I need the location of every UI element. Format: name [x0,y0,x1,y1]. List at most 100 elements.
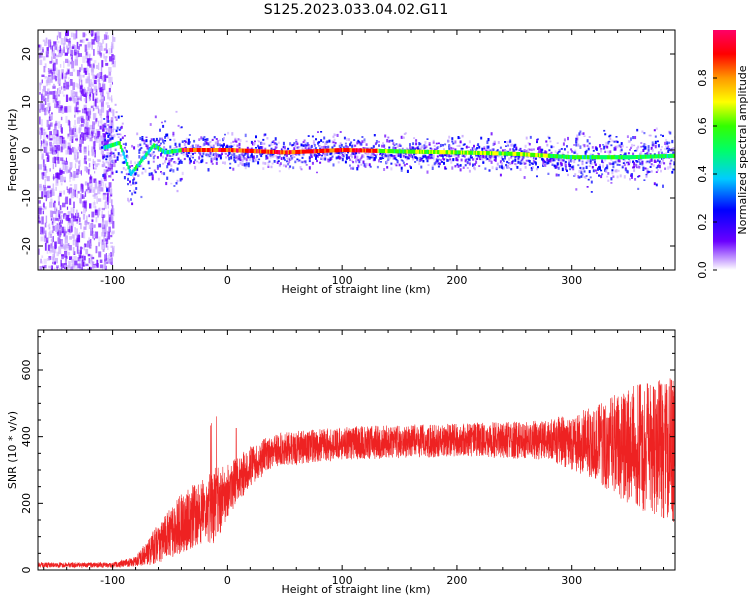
spectrogram-cell [62,137,65,140]
spectrogram-cell [107,105,110,108]
spectrogram-cell [344,148,347,153]
spectrogram-cell [53,217,56,224]
spectrogram-cell [276,161,279,164]
spectrogram-cell [68,260,71,268]
spectrogram-cell [587,159,590,163]
spectrogram-cell [152,151,155,154]
spectrogram-cell [88,88,92,94]
spectrogram-cell [296,142,299,146]
spectrogram-cell [97,44,99,50]
spectrogram-cell [102,136,105,142]
spectrogram-cell [165,157,168,161]
spectrogram-cell [567,173,569,177]
spectrogram-cell [150,138,153,141]
spectrogram-cell [99,52,103,58]
spectrogram-cell [98,143,101,147]
spectrogram-cell [339,131,342,133]
spectrogram-cell [564,154,567,159]
spectrogram-cell [308,149,311,154]
spectrogram-cell [587,146,590,148]
spectrogram-cell [81,211,83,214]
spectrogram-cell [465,145,468,149]
spectrogram-cell [68,218,71,223]
spectrogram-cell [67,49,69,55]
spectrogram-cell [345,137,348,141]
spectrogram-cell [238,148,241,153]
spectrogram-cell [616,140,619,144]
spectrogram-cell [216,154,219,158]
spectrogram-cell [409,143,411,147]
spectrogram-cell [43,235,47,242]
spectrogram-cell [598,155,601,160]
spectrogram-cell [667,166,670,170]
spectrogram-cell [159,137,161,141]
spectrogram-cell [539,153,542,158]
spectrogram-cell [319,161,322,164]
spectrogram-cell [45,215,48,224]
spectrogram-cell [159,147,162,152]
spectrogram-cell [339,148,342,153]
spectrogram-cell [199,148,202,152]
spectrogram-cell [332,135,335,138]
spectrogram-cell [586,186,589,188]
spectrogram-cell [381,144,384,148]
spectrogram-cell [449,145,452,148]
spectrogram-cell [243,148,246,153]
spectrogram-cell [221,144,223,147]
spectrogram-cell [173,147,176,151]
spectrogram-cell [444,150,447,155]
spectrogram-cell [88,57,93,61]
spectrogram-cell [535,157,537,160]
spectrogram-cell [102,174,105,178]
spectrogram-cell [90,182,93,187]
spectrogram-cell [104,220,108,227]
spectrogram-cell [348,155,350,159]
spectrogram-cell [109,83,112,88]
spectrogram-cell [555,156,558,161]
spectrogram-cell [101,220,105,228]
spectrogram-cell [607,141,610,145]
spectrogram-cell [360,163,363,166]
spectrogram-cell [460,150,463,155]
spectrogram-cell [536,138,538,142]
spectrogram-cell [209,150,212,154]
spectrogram-cell [577,164,580,167]
spectrogram-cell [56,208,58,212]
spectrogram-cell [131,144,134,148]
spectrogram-cell [548,136,551,140]
spectrogram-cell [296,158,299,161]
spectrogram-cell [233,148,236,153]
spectrogram-cell [195,148,198,152]
spectrogram-cell [348,138,350,141]
spectrogram-cell [276,150,279,154]
spectrogram-cell [508,151,511,156]
spectrogram-cell [172,153,175,156]
spectrogram-cell [578,132,581,136]
spectrogram-cell [107,198,109,205]
spectrogram-cell [631,173,633,177]
spectrogram-cell [523,149,526,153]
spectrogram-cell [269,153,272,157]
spectrogram-cell [428,154,431,158]
spectrogram-cell [627,140,630,143]
spectrogram-cell [217,148,220,152]
spectrogram-cell [300,143,303,147]
spectrogram-cell [601,160,604,163]
spectrogram-cell [636,147,639,151]
spectrogram-cell [39,108,41,113]
spectrogram-cell [59,214,61,218]
spectrogram-cell [507,144,510,147]
spectrogram-cell [161,121,163,124]
spectrogram-cell [524,165,527,169]
spectrogram-cell [224,148,227,152]
spectrogram-cell [64,79,67,83]
spectrogram-cell [111,43,113,46]
spectrogram-cell [180,177,183,181]
spectrogram-cell [60,243,65,249]
spectrogram-cell [52,60,55,64]
spectrogram-cell [584,155,587,160]
spectrogram-cell [563,148,566,151]
spectrogram-cell [117,141,120,146]
spectrogram-cell [135,181,138,184]
spectrogram-cell [156,145,159,150]
